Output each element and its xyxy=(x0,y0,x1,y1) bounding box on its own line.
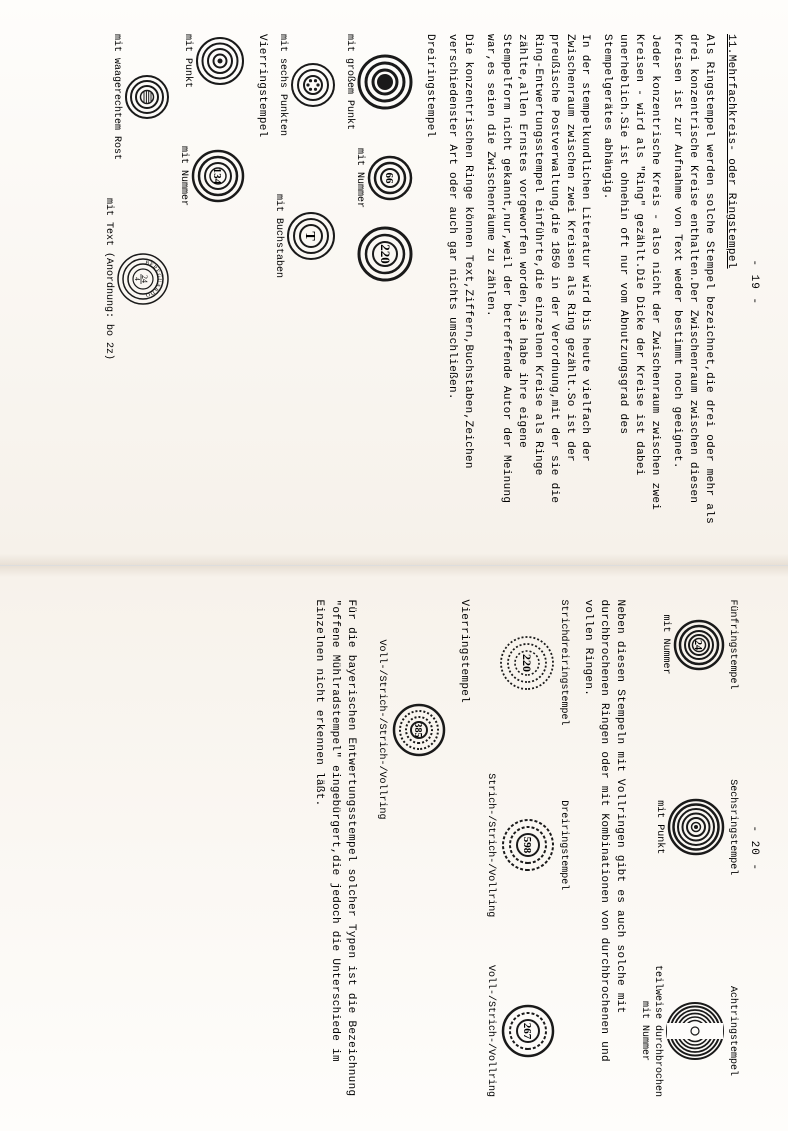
stamp-row: 385 Voll-/Strich-/Strich-/Vollring xyxy=(376,600,447,1098)
caption: mit waagerechtem Rost xyxy=(111,34,122,160)
section-heading: 11.Mehrfachkreis- oder Ringstempel xyxy=(722,34,738,531)
caption: teilweise durchbrochen xyxy=(652,965,663,1097)
stamp-bereguardo: BEREGUARDO 24 4 mit Text (Anordnung: bo … xyxy=(103,198,170,360)
stamp-six-dots: mit sechs Punkten xyxy=(277,34,336,136)
title: Fünfringstempel xyxy=(727,600,738,690)
stamp-66: 66 mit Nummer xyxy=(354,148,413,208)
paragraph: Für die bayerischen Entwertungsstempel s… xyxy=(310,600,358,1098)
paragraph: Die konzentrischen Ringe können Text,Zif… xyxy=(443,34,475,531)
caption: Voll-/Strich-/Vollring xyxy=(485,965,496,1097)
paragraph: Als Ringstempel werden solche Stempel be… xyxy=(668,34,716,531)
row-caption: Vierringstempel xyxy=(253,34,269,531)
title: Dreiringstempel xyxy=(558,800,569,890)
svg-text:598: 598 xyxy=(521,837,533,854)
ring-icon: 385 xyxy=(391,702,447,758)
stamp-five-ring: Fünfringstempel 24 mit Nummer xyxy=(660,600,738,690)
svg-text:385: 385 xyxy=(412,722,423,737)
stamp-row: mit großem Punkt 66 mit Nummer xyxy=(344,34,413,531)
caption: mit Nummer xyxy=(639,1001,650,1061)
stamp-598: Dreiringstempel 598 Strich-/Strich-/Voll… xyxy=(485,773,569,917)
ring-icon: 66 xyxy=(367,155,413,201)
stamp-220: 220 xyxy=(357,226,413,282)
caption: Strich-/Strich-/Vollring xyxy=(485,773,496,917)
svg-text:134: 134 xyxy=(211,168,223,185)
page-number-left: - 19 - xyxy=(748,34,760,531)
ring-icon: 220 xyxy=(357,226,413,282)
paragraph: Jeder konzentrische Kreis - also nicht d… xyxy=(599,34,663,531)
svg-text:4: 4 xyxy=(133,277,141,281)
ring-icon: 267 xyxy=(500,1003,556,1059)
caption: mit Nummer xyxy=(660,615,671,675)
title xyxy=(558,1028,569,1034)
row-caption: Dreiringstempel xyxy=(421,34,437,531)
ring-icon: 598 xyxy=(500,817,556,873)
ring-icon: 134 xyxy=(191,149,245,203)
title: Achtringstempel xyxy=(727,986,738,1076)
ring-icon xyxy=(357,54,413,110)
stamp-row: Fünfringstempel 24 mit Nummer Sechsrings… xyxy=(639,600,738,1098)
page-left: - 19 - 11.Mehrfachkreis- oder Ringstempe… xyxy=(0,0,788,566)
svg-text:267: 267 xyxy=(521,1023,533,1040)
stamp-385: 385 Voll-/Strich-/Strich-/Vollring xyxy=(376,640,447,820)
caption: mit Punkt xyxy=(182,34,193,88)
paragraph: In der stempelkundlichen Literatur wird … xyxy=(481,34,593,531)
stamp-six-ring: Sechsringstempel mit Punkt xyxy=(654,779,738,875)
title: Sechsringstempel xyxy=(727,779,738,875)
ring-icon xyxy=(195,36,245,86)
stamp-T: T mit Buchstaben xyxy=(273,194,336,278)
svg-text:24: 24 xyxy=(692,640,703,650)
caption: mit Buchstaben xyxy=(273,194,284,278)
ring-icon xyxy=(667,798,725,856)
stamp-eight-ring: Achtringstempel xyxy=(639,965,738,1097)
stamp-row: Strichdreiringstempel 220 Dreiringstempe… xyxy=(485,600,569,1098)
stamp-row: mit Punkt 134 mit Nummer xyxy=(178,34,245,531)
ring-icon: BEREGUARDO 24 4 xyxy=(116,252,170,306)
ring-icon xyxy=(665,1001,725,1061)
caption: mit Punkt xyxy=(654,800,665,854)
stamp-big-dot: mit großem Punkt xyxy=(344,34,413,130)
ring-icon xyxy=(290,62,336,108)
page-number-right: - 20 - xyxy=(748,600,760,1098)
book-spread: - 19 - 11.Mehrfachkreis- oder Ringstempe… xyxy=(0,0,788,1131)
stamp-strich-3: Strichdreiringstempel 220 xyxy=(498,600,569,726)
ring-icon: T xyxy=(286,211,336,261)
page-right: - 20 - Fünfringstempel 24 mit Nummer xyxy=(0,566,788,1131)
stamp-row: mit sechs Punkten T mit Buchstaben xyxy=(273,34,336,531)
caption: mit Nummer xyxy=(178,146,189,206)
stamp-134: 134 mit Nummer xyxy=(178,146,245,206)
svg-text:66: 66 xyxy=(383,173,395,185)
title: Strichdreiringstempel xyxy=(558,600,569,726)
ring-icon: 24 xyxy=(673,619,725,671)
stamp-row: mit waagerechtem Rost BEREGUARDO 24 xyxy=(103,34,170,531)
caption: Voll-/Strich-/Strich-/Vollring xyxy=(376,640,387,820)
svg-text:220: 220 xyxy=(520,654,534,672)
stamp-267: 267 Voll-/Strich-/Vollring xyxy=(485,965,569,1097)
stamp-vier-dot: mit Punkt xyxy=(182,34,245,88)
ring-icon xyxy=(124,74,170,120)
paragraph: Neben diesen Stempeln mit Vollringen gib… xyxy=(579,600,627,1098)
caption: mit Text (Anordnung: bo 2z) xyxy=(103,198,114,360)
stamp-rost: mit waagerechtem Rost xyxy=(111,34,170,160)
caption: mit großem Punkt xyxy=(344,34,355,130)
svg-text:T: T xyxy=(302,231,317,241)
ring-icon: 220 xyxy=(498,634,556,692)
caption: mit Nummer xyxy=(354,148,365,208)
svg-text:220: 220 xyxy=(378,244,393,264)
row-caption: Vierringstempel xyxy=(455,600,471,1098)
caption: mit sechs Punkten xyxy=(277,34,288,136)
